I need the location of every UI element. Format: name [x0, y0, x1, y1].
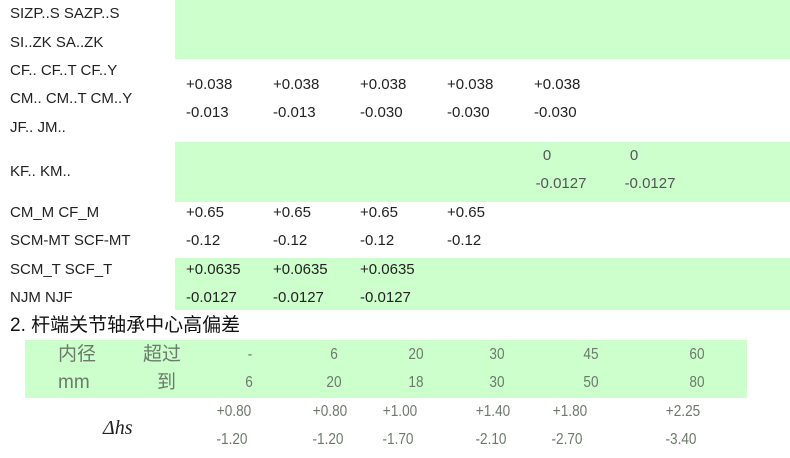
size-to: 20 [326, 374, 342, 391]
row-label: JF.. JM.. [10, 119, 66, 136]
size-header-band [25, 340, 747, 398]
deviation-lower: -2.10 [475, 431, 507, 448]
tolerance-lower: -0.12 [447, 232, 482, 249]
size-over: 45 [583, 346, 599, 363]
deviation-lower: -1.20 [312, 431, 344, 448]
tolerance-lower: -0.12 [273, 232, 308, 249]
tolerance-upper: +0.038 [447, 76, 494, 93]
row-band-5 [175, 258, 790, 310]
deviation-lower: -3.40 [665, 431, 697, 448]
tolerance-upper: +0.65 [360, 204, 398, 221]
row-label: CM.. CM..T CM..Y [10, 90, 133, 107]
tolerance-upper: +0.038 [360, 76, 407, 93]
size-to: 50 [583, 374, 599, 391]
row-label: CF.. CF..T CF..Y [10, 62, 118, 79]
size-over: 6 [330, 346, 338, 363]
tolerance-upper: +0.038 [273, 76, 320, 93]
deviation-upper: +0.80 [216, 403, 252, 420]
size-over: - [247, 346, 253, 363]
deviation-upper: +2.25 [665, 403, 701, 420]
inner-diameter-label: 内径 [58, 344, 97, 365]
tolerance-lower: -0.0127 [360, 289, 411, 306]
to-label: 到 [157, 372, 177, 393]
row-band-3 [175, 142, 790, 202]
unit-label: mm [58, 372, 90, 393]
tolerance-upper: +0.038 [186, 76, 233, 93]
size-to: 18 [408, 374, 424, 391]
tolerance-lower: -0.12 [360, 232, 395, 249]
tolerance-upper: +0.038 [534, 76, 581, 93]
tolerance-lower: -0.030 [534, 104, 577, 121]
tolerance-lower: -0.0127 [535, 175, 587, 192]
tolerance-upper: 0 [629, 147, 639, 164]
size-over: 60 [689, 346, 705, 363]
deviation-lower: -1.20 [216, 431, 248, 448]
section-heading: 2. 杆端关节轴承中心高偏差 [10, 315, 241, 336]
tolerance-upper: +0.0635 [360, 261, 415, 278]
size-to: 80 [689, 374, 705, 391]
deviation-upper: +1.40 [475, 403, 511, 420]
deviation-lower: -2.70 [551, 431, 583, 448]
deviation-upper: +0.80 [312, 403, 348, 420]
deviation-upper: +1.00 [382, 403, 418, 420]
tolerance-lower: -0.013 [186, 104, 229, 121]
tolerance-lower: -0.013 [273, 104, 316, 121]
size-over: 20 [408, 346, 424, 363]
tolerance-upper: +0.0635 [273, 261, 328, 278]
delta-hs-label: Δhs [103, 417, 133, 439]
row-label: NJM NJF [10, 289, 73, 306]
tolerance-upper: +0.65 [447, 204, 485, 221]
tolerance-lower: -0.0127 [624, 175, 676, 192]
size-to: 30 [489, 374, 505, 391]
size-over: 30 [489, 346, 505, 363]
tolerance-upper: +0.65 [273, 204, 311, 221]
tolerance-lower: -0.12 [186, 232, 221, 249]
tolerance-upper: +0.65 [186, 204, 224, 221]
row-label: SIZP..S SAZP..S [10, 5, 120, 22]
deviation-upper: +1.80 [552, 403, 588, 420]
tolerance-upper: +0.0635 [186, 261, 241, 278]
size-to: 6 [245, 374, 253, 391]
tolerance-lower: -0.0127 [273, 289, 324, 306]
tolerance-upper: 0 [542, 147, 552, 164]
row-label: KF.. KM.. [10, 163, 71, 180]
over-label: 超过 [143, 344, 182, 365]
row-label: SCM_T SCF_T [10, 261, 113, 278]
row-label: CM_M CF_M [10, 204, 100, 221]
row-label: SCM-MT SCF-MT [10, 232, 131, 249]
row-label: SI..ZK SA..ZK [10, 34, 104, 51]
tolerance-lower: -0.030 [447, 104, 490, 121]
deviation-lower: -1.70 [382, 431, 414, 448]
tolerance-lower: -0.0127 [186, 289, 237, 306]
tolerance-lower: -0.030 [360, 104, 403, 121]
row-band-1 [175, 0, 790, 59]
